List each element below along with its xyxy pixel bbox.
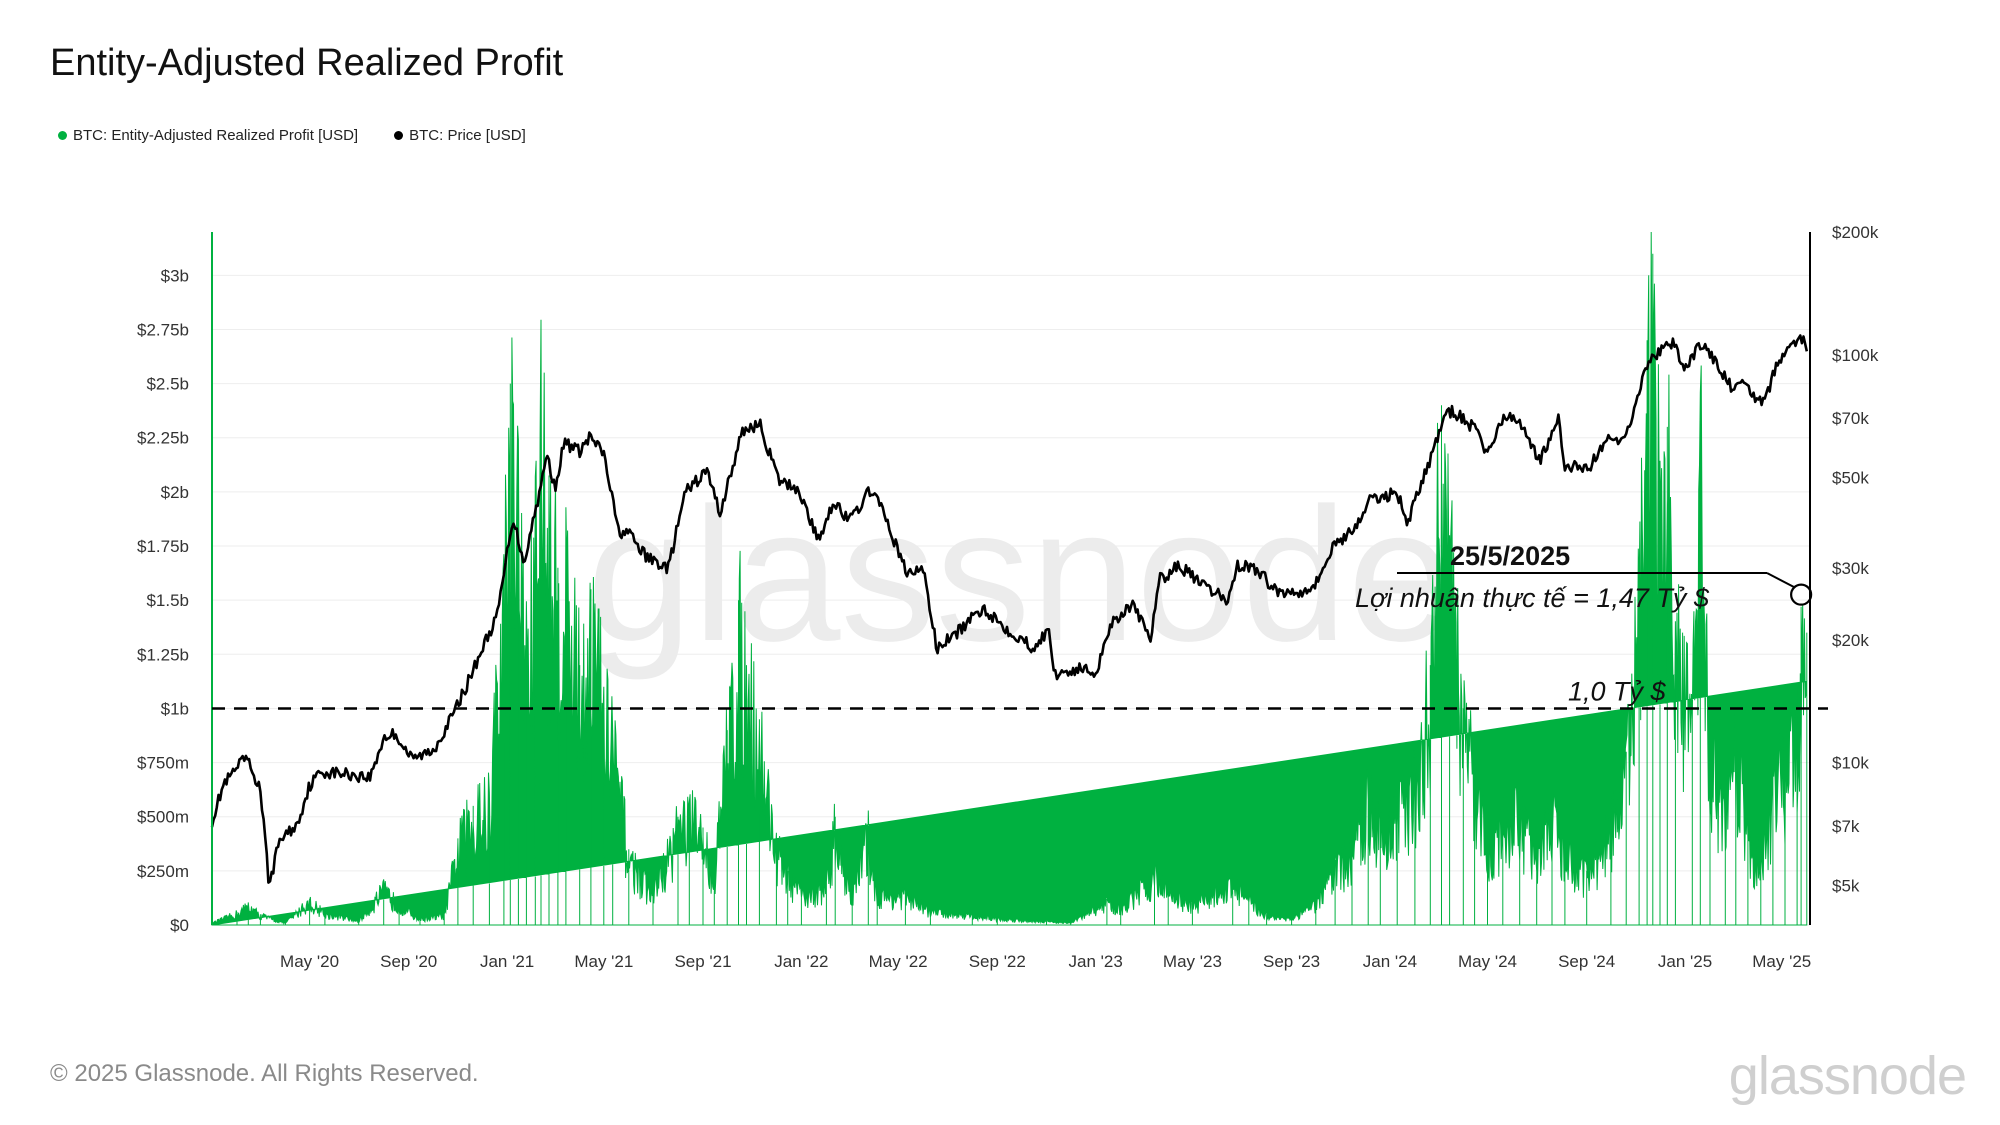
x-axis-tick-label: Jan '24 [1363, 952, 1417, 971]
legend: BTC: Entity-Adjusted Realized Profit [US… [58, 127, 526, 144]
right-axis-tick-label: $10k [1832, 754, 1869, 773]
x-axis-tick-label: May '22 [869, 952, 928, 971]
x-axis-tick-label: Sep '22 [969, 952, 1026, 971]
legend-price-dot-icon [394, 131, 404, 140]
x-axis-tick-label: Jan '25 [1658, 952, 1712, 971]
left-axis-tick-label: $1.75b [137, 537, 189, 556]
x-axis-tick-label: Jan '22 [774, 952, 828, 971]
left-axis-tick-label: $2.25b [137, 429, 189, 448]
left-axis-tick-label: $1b [161, 699, 189, 718]
left-axis-tick-label: $250m [137, 862, 189, 881]
left-axis-tick-label: $2.75b [137, 320, 189, 339]
left-axis-tick-label: $500m [137, 808, 189, 827]
left-axis-ticks: $0 $250m $500m $750m $1b $1.25b $1.5b $1.75b $2b… [137, 266, 189, 935]
right-axis-tick-label: $100k [1832, 346, 1879, 365]
right-axis-ticks: $5k $7k $10k $20k $30k $50k $70k $100k $200k [1832, 223, 1879, 895]
brand-logo: glassnode [1728, 1046, 1967, 1106]
x-axis-tick-label: Jan '21 [480, 952, 534, 971]
left-axis-tick-label: $0 [170, 916, 189, 935]
chart-title: Entity-Adjusted Realized Profit [50, 42, 564, 84]
right-axis-tick-label: $70k [1832, 409, 1869, 428]
x-axis-tick-label: Jan '23 [1069, 952, 1123, 971]
right-axis-tick-label: $30k [1832, 559, 1869, 578]
annotation-date: 25/5/2025 [1450, 541, 1570, 571]
left-axis-tick-label: $2b [161, 483, 189, 502]
left-axis-tick-label: $750m [137, 754, 189, 773]
left-axis-tick-label: $2.5b [146, 375, 189, 394]
watermark: glassnode [587, 469, 1453, 681]
x-axis-tick-label: Sep '23 [1263, 952, 1320, 971]
profit-area[interactable] [211, 231, 1808, 926]
x-axis-tick-label: Sep '24 [1558, 952, 1615, 971]
right-axis-tick-label: $5k [1832, 876, 1860, 895]
legend-profit-label: BTC: Entity-Adjusted Realized Profit [US… [73, 127, 359, 144]
x-axis-ticks: May '20 Sep '20 Jan '21 May '21 Sep '21 Jan '… [280, 952, 1811, 971]
annotation-text: Lợi nhuận thực tế = 1,47 Tỷ $ [1355, 583, 1710, 613]
x-axis-tick-label: May '25 [1752, 952, 1811, 971]
x-axis-tick-label: Sep '20 [380, 952, 437, 971]
right-axis-tick-label: $200k [1832, 223, 1879, 242]
left-axis-tick-label: $3b [161, 266, 189, 285]
right-axis-tick-label: $20k [1832, 631, 1869, 650]
left-axis-tick-label: $1.25b [137, 645, 189, 664]
legend-profit-dot-icon [58, 131, 67, 140]
price-line[interactable] [210, 334, 1809, 884]
x-axis-tick-label: May '23 [1163, 952, 1222, 971]
right-axis-tick-label: $50k [1832, 469, 1869, 488]
legend-item-price[interactable]: BTC: Price [USD] [394, 127, 526, 144]
threshold-label: 1,0 Tỷ $ [1568, 676, 1667, 706]
x-axis-tick-label: May '24 [1458, 952, 1517, 971]
x-axis-tick-label: May '20 [280, 952, 339, 971]
x-axis-tick-label: Sep '21 [674, 952, 731, 971]
right-axis-tick-label: $7k [1832, 817, 1860, 836]
legend-price-label: BTC: Price [USD] [409, 127, 526, 144]
highlight-circle-icon[interactable] [1790, 583, 1813, 606]
x-axis-tick-label: May '21 [574, 952, 633, 971]
left-axis-tick-label: $1.5b [146, 591, 189, 610]
copyright: © 2025 Glassnode. All Rights Reserved. [50, 1060, 479, 1087]
callout-connector [1766, 572, 1796, 589]
legend-item-profit[interactable]: BTC: Entity-Adjusted Realized Profit [US… [58, 127, 358, 144]
